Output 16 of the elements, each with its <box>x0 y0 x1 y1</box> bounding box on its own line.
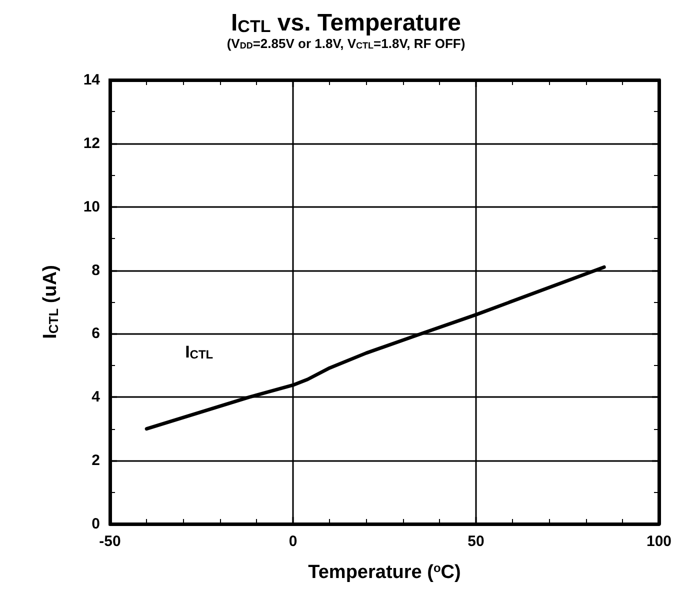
y-tick-label: 2 <box>92 452 100 470</box>
x-tick-label: 50 <box>468 533 484 550</box>
y-tick-label: 4 <box>92 388 101 406</box>
y-tick-label: 14 <box>83 72 101 88</box>
x-tick-label: 0 <box>288 533 298 550</box>
y-tick-label: 8 <box>92 262 100 279</box>
chart-subtitle: (VDD=2.85V or 1.8V, VCTL=1.8V, RF OFF) <box>226 36 466 51</box>
y-tick-label: 12 <box>83 134 100 152</box>
y-axis-title: ICTL (uA) <box>40 265 61 339</box>
chart-title: ICTL vs. Temperature <box>230 10 462 36</box>
y-tick-label: 6 <box>92 325 100 342</box>
text: ICTL <box>185 342 214 362</box>
x-tick-label: 100 <box>646 533 672 550</box>
y-tick-label: 10 <box>83 198 100 216</box>
y-tick-label: 0 <box>92 516 100 532</box>
x-tick-label: -50 <box>99 533 121 550</box>
